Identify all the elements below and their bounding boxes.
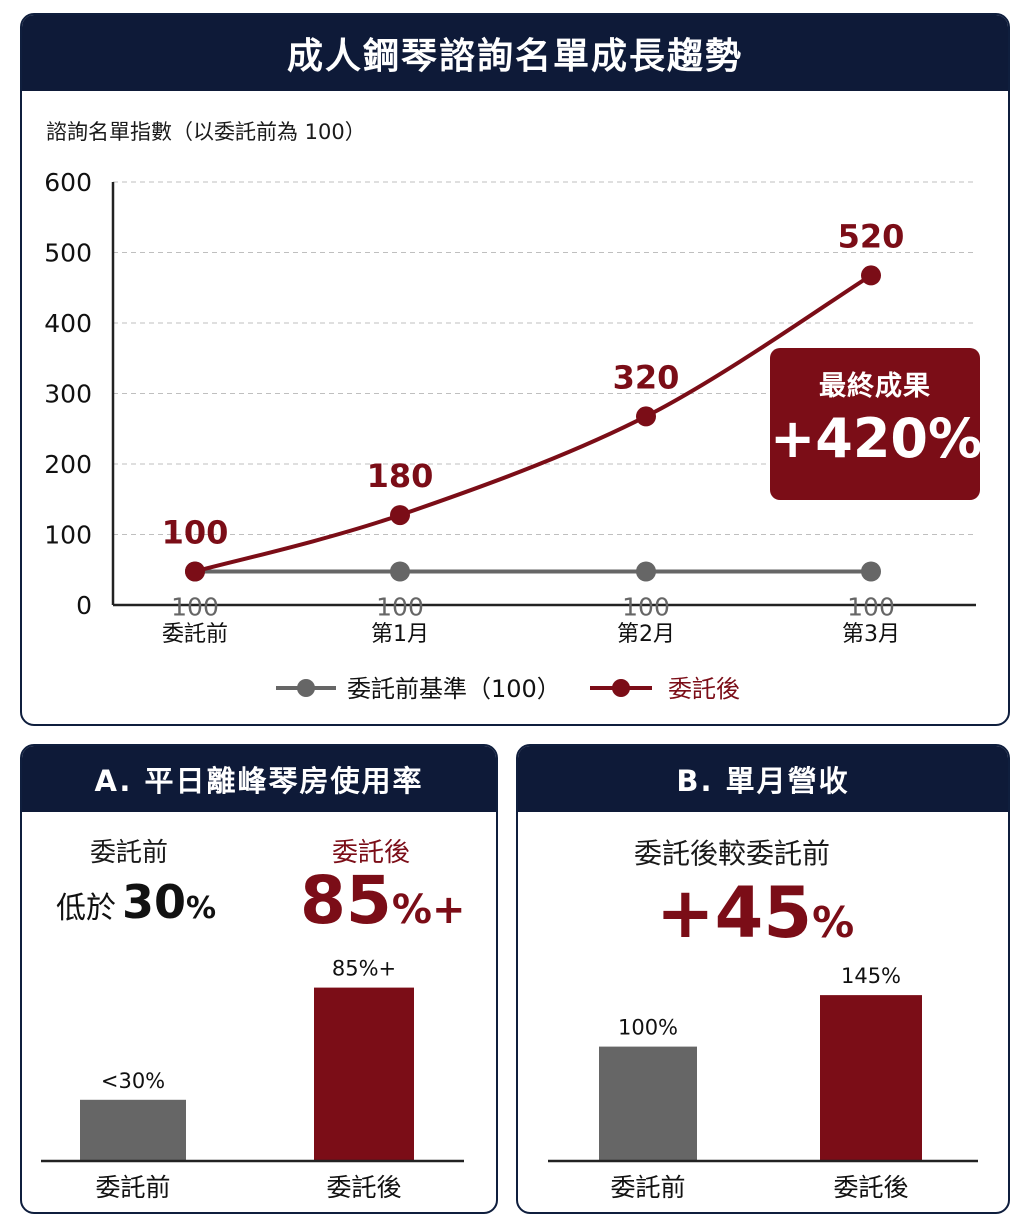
panel-a-before-num: 30 [122,875,187,929]
legend-baseline-label: 委託前基準（100） [347,675,561,703]
bar [599,1046,697,1161]
baseline-data-label: 100 [171,593,219,622]
panel-b-big-num: +45 [656,872,813,954]
bar-data-label: 100% [618,1016,678,1040]
panel-a-after-label: 委託後 [332,838,411,868]
x-tick-label: 第3月 [842,622,900,647]
panel-b-big-pct: % [812,898,855,947]
after-point [861,265,881,286]
baseline-data-label: 100 [847,593,895,622]
y-tick-label: 400 [44,309,92,338]
panel-a-before-value: 低於 30% [56,875,216,929]
legend-baseline-marker [297,679,315,697]
chart-title: 成人鋼琴諮詢名單成長趨勢 [22,15,1008,91]
series-after-line [194,273,873,574]
bar [820,995,922,1161]
y-tick-label: 0 [76,591,92,620]
panel-a-before-prefix: 低於 [56,891,116,926]
bar [314,987,414,1161]
bar-data-label: 145% [841,964,901,988]
after-point [185,561,205,582]
panel-b-subtitle: 委託後較委託前 [634,837,831,870]
after-data-label: 320 [613,358,680,396]
baseline-point [390,561,410,582]
baseline-data-label: 100 [376,593,424,622]
bar-category-label: 委託前 [95,1173,170,1202]
panel-b-card: B. 單月營收 [516,744,1010,1214]
legend-after-marker [612,679,630,697]
y-tick-label: 500 [44,239,92,268]
x-tick-label: 委託前 [162,622,228,647]
x-tick-label: 第1月 [371,622,429,647]
after-point [390,505,410,526]
y-tick-label: 300 [44,380,92,409]
after-data-label: 180 [367,457,434,495]
bar [80,1099,186,1161]
panel-a-before-label: 委託前 [90,838,169,868]
baseline-point [636,561,656,582]
baseline-data-label: 100 [622,593,670,622]
result-callout: 最終成果 +420% [770,348,983,500]
after-point [636,406,656,427]
baseline-point [861,561,881,582]
legend-after-label: 委託後 [668,675,740,703]
callout-label: 最終成果 [819,371,931,402]
y-tick-label: 600 [44,168,92,197]
after-data-label: 100 [162,514,229,552]
panel-a-before-pct: % [186,891,217,926]
bar-data-label: 85%+ [332,957,396,981]
bar-category-label: 委託後 [833,1173,908,1202]
callout-value: +420% [770,407,983,470]
panel-a-after-suffix: %+ [391,887,466,933]
panel-b-title: B. 單月營收 [518,746,1008,812]
panel-b-big-value: +45% [656,872,854,954]
after-data-label: 520 [838,217,905,255]
panel-a-after-num: 85 [300,862,392,939]
y-axis-label: 諮詢名單指數（以委託前為 100） [46,120,366,144]
bar-category-label: 委託後 [326,1173,401,1202]
panel-a-after-value: 85%+ [300,862,465,939]
x-tick-label: 第2月 [617,622,675,647]
y-tick-label: 200 [44,450,92,479]
panel-a-title: A. 平日離峰琴房使用率 [22,746,496,812]
bar-category-label: 委託前 [610,1173,685,1202]
bar-data-label: <30% [101,1069,165,1093]
y-tick-label: 100 [44,521,92,550]
